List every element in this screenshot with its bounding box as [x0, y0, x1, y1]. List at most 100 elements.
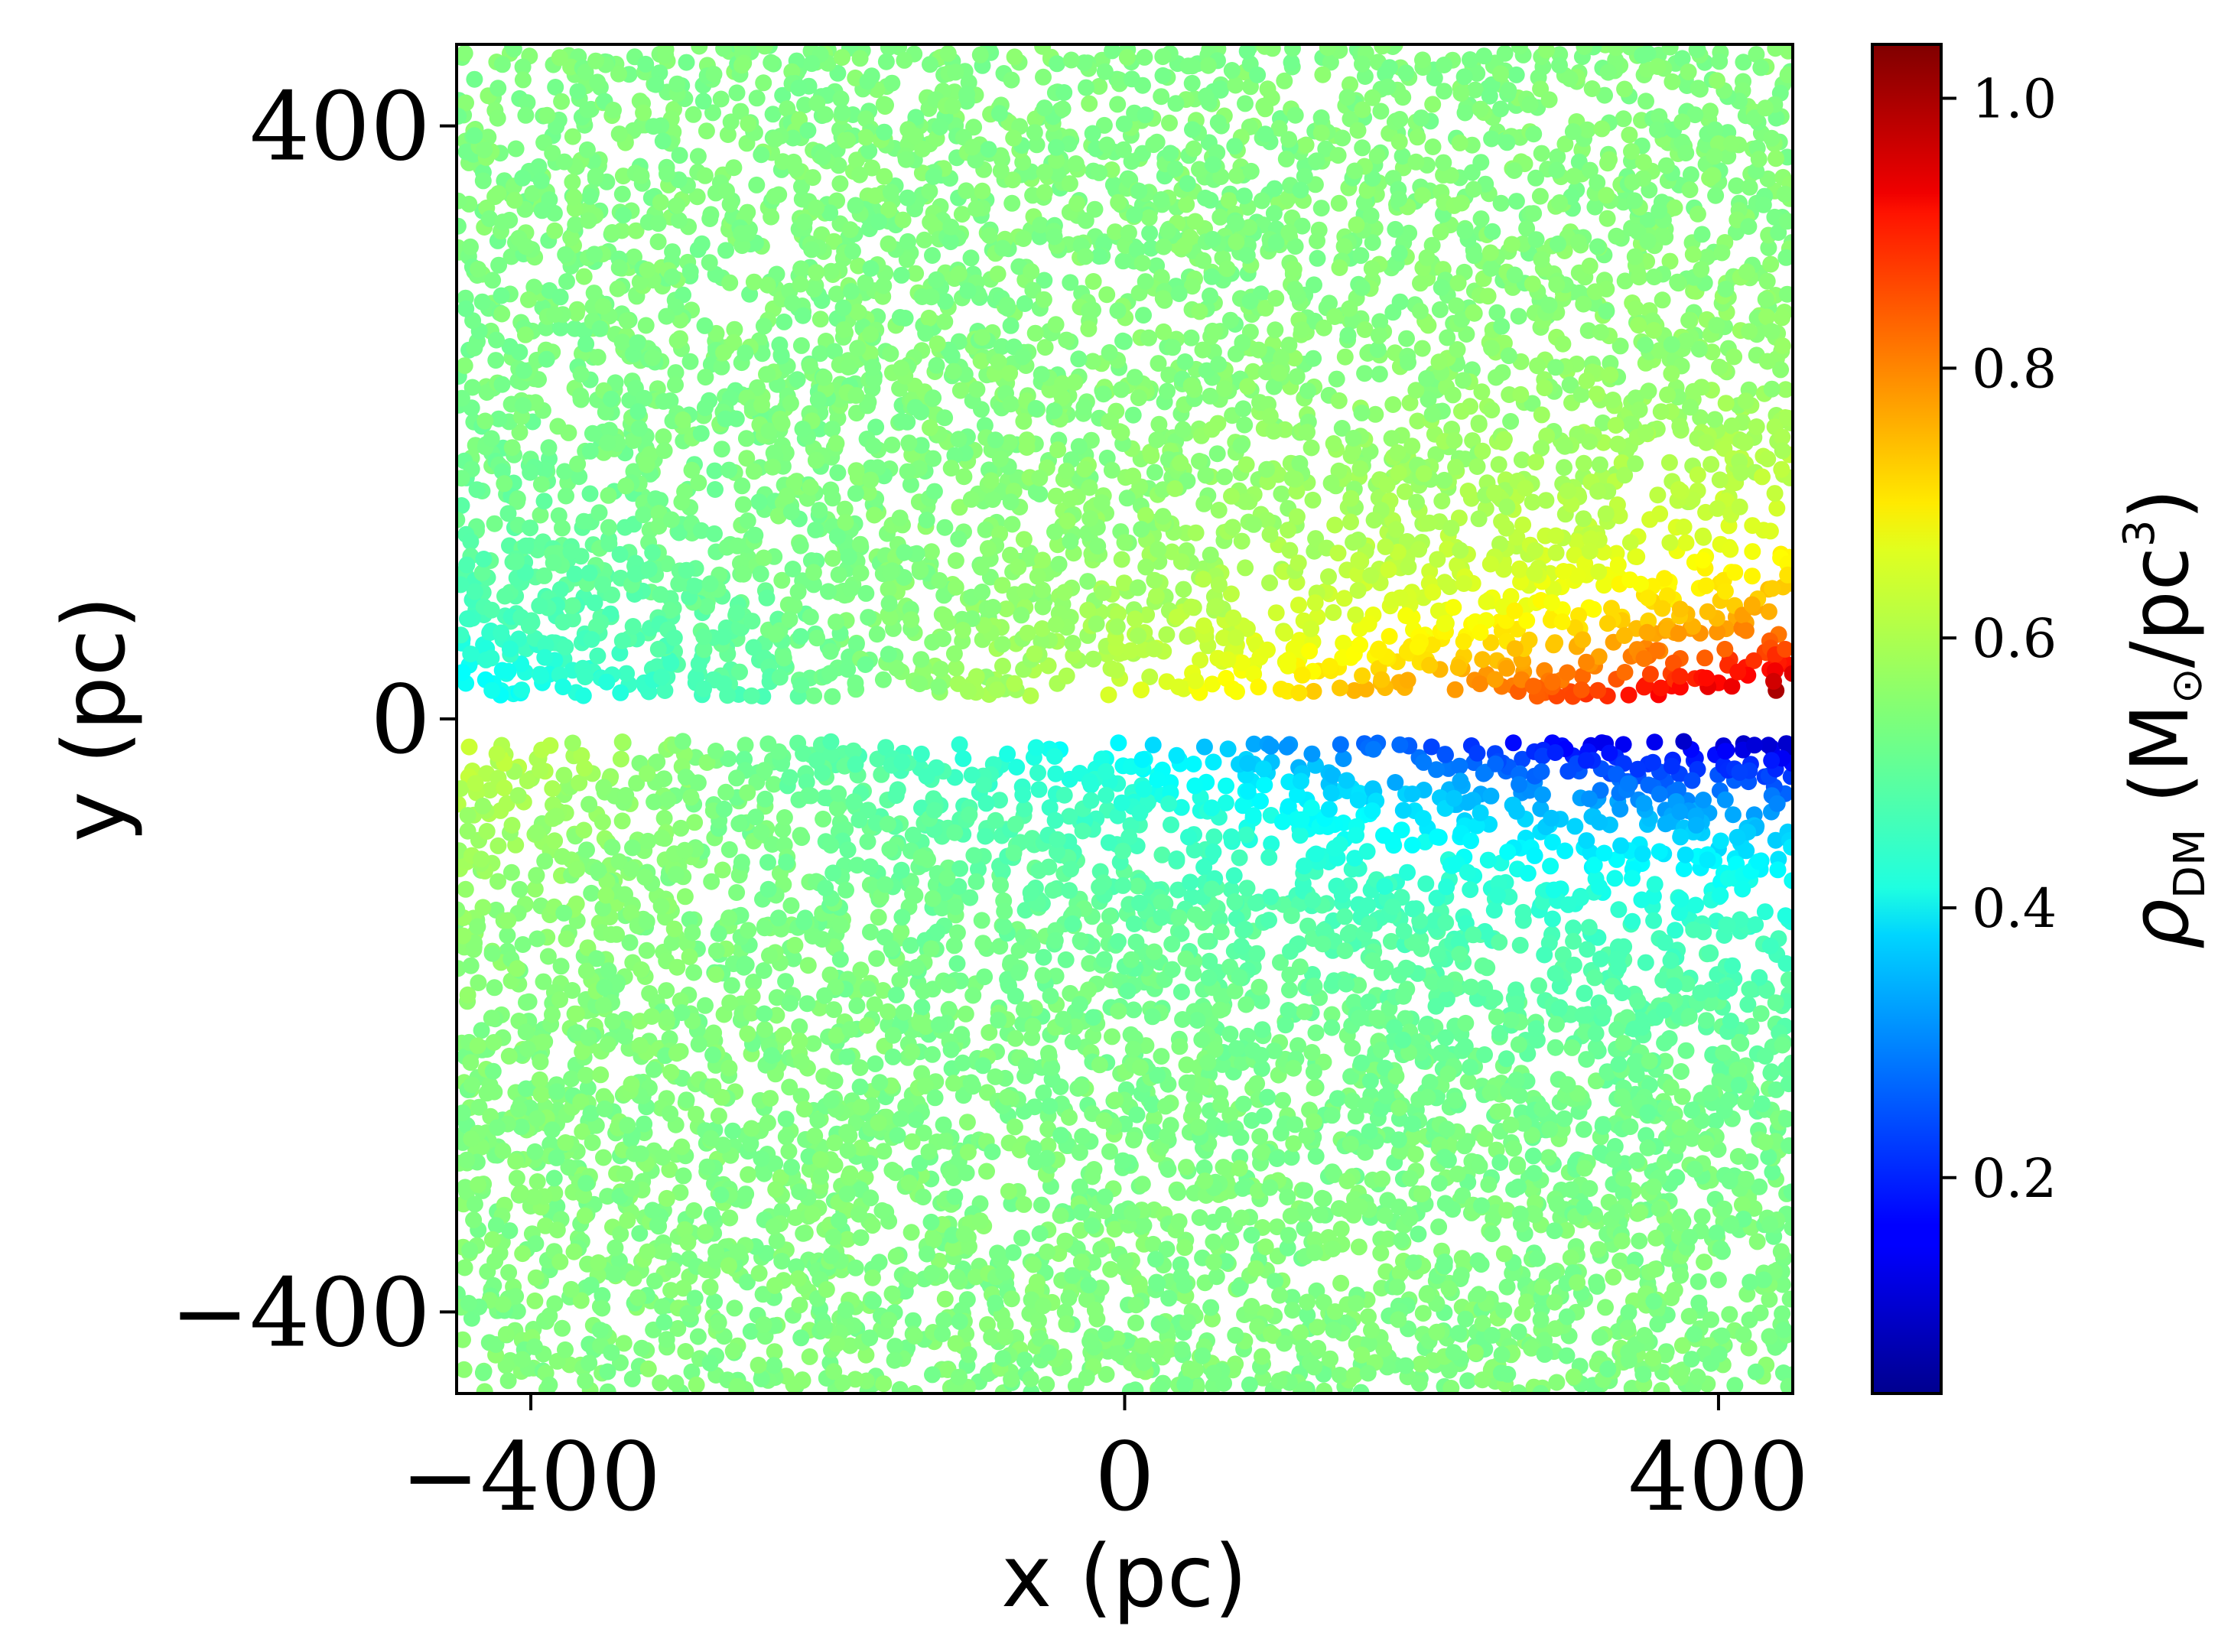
scatter-point [1341, 300, 1358, 317]
scatter-point [658, 1189, 675, 1207]
scatter-point [457, 576, 470, 593]
scatter-point [904, 1312, 922, 1329]
scatter-point [1781, 1137, 1793, 1154]
scatter-point [655, 809, 673, 827]
scatter-point [496, 587, 513, 605]
scatter-point [557, 1341, 574, 1358]
scatter-point [712, 90, 730, 108]
scatter-point [1364, 234, 1381, 252]
scatter-point [766, 1276, 783, 1294]
scatter-point [1172, 984, 1190, 1000]
scatter-point [624, 839, 641, 857]
scatter-point [801, 1348, 818, 1365]
scatter-point [706, 1293, 724, 1310]
scatter-point [710, 1314, 727, 1332]
scatter-point [950, 530, 968, 548]
scatter-point [1468, 64, 1486, 82]
scatter-point [1465, 247, 1483, 265]
scatter-point [974, 935, 992, 952]
scatter-point [775, 649, 792, 667]
scatter-point [1492, 194, 1510, 212]
scatter-point [1072, 1078, 1090, 1095]
scatter-point [726, 320, 743, 338]
scatter-point [1329, 1090, 1346, 1107]
scatter-point [1170, 678, 1187, 696]
scatter-point [501, 537, 518, 554]
scatter-point [539, 948, 557, 965]
scatter-point [1723, 678, 1741, 695]
scatter-point [1336, 348, 1354, 366]
scatter-point [1637, 1127, 1655, 1144]
scatter-point [1039, 1137, 1057, 1154]
scatter-point [852, 564, 870, 582]
scatter-point [1605, 1268, 1622, 1286]
scatter-point [1195, 738, 1213, 756]
scatter-point [1579, 941, 1596, 958]
scatter-point [811, 502, 828, 519]
scatter-point [1222, 585, 1240, 603]
scatter-point [1772, 1243, 1790, 1260]
scatter-point [876, 167, 893, 185]
scatter-point [646, 1273, 663, 1289]
scatter-point [1267, 321, 1284, 339]
scatter-point [1455, 68, 1473, 86]
scatter-point [457, 780, 470, 798]
scatter-point [517, 1080, 535, 1098]
scatter-point [558, 273, 575, 290]
scatter-point [1284, 1302, 1301, 1319]
scatter-point [887, 986, 905, 1003]
scatter-point [1273, 485, 1290, 502]
scatter-point [764, 106, 782, 123]
scatter-point [724, 1342, 742, 1360]
scatter-point [1185, 841, 1203, 859]
scatter-point [1146, 463, 1163, 481]
scatter-point [1153, 88, 1170, 106]
scatter-point [1594, 1117, 1611, 1135]
scatter-point [615, 1335, 633, 1352]
scatter-point [858, 1016, 876, 1034]
scatter-point [457, 1361, 473, 1378]
scatter-point [1225, 867, 1243, 884]
scatter-point [1540, 1149, 1557, 1166]
scatter-point [1452, 1267, 1470, 1284]
scatter-point [1079, 573, 1097, 590]
scatter-point [511, 424, 528, 441]
scatter-point [1002, 317, 1020, 334]
scatter-point [1196, 189, 1214, 206]
scatter-point [1234, 1179, 1251, 1197]
scatter-point [745, 639, 763, 656]
scatter-point [1022, 687, 1039, 704]
scatter-point [868, 950, 886, 967]
scatter-point [600, 486, 617, 504]
scatter-point [1654, 291, 1671, 309]
scatter-point [1496, 44, 1514, 62]
scatter-point [1356, 365, 1374, 382]
scatter-point [1433, 493, 1451, 510]
scatter-point [1290, 597, 1307, 614]
scatter-point [1589, 238, 1606, 255]
scatter-point [1752, 1005, 1770, 1023]
scatter-point [1124, 406, 1142, 424]
scatter-point [1238, 880, 1256, 897]
scatter-point [774, 86, 792, 104]
scatter-point [973, 912, 990, 929]
scatter-point [1263, 835, 1280, 853]
scatter-point [759, 854, 776, 871]
scatter-point [1352, 247, 1370, 265]
scatter-point [1062, 984, 1079, 1002]
scatter-point [721, 1209, 739, 1227]
scatter-point [1092, 1241, 1110, 1258]
scatter-point [1490, 456, 1507, 473]
scatter-point [1292, 1324, 1309, 1341]
scatter-point [968, 668, 985, 685]
scatter-point [1127, 1314, 1144, 1332]
scatter-point [837, 881, 854, 899]
scatter-point [1332, 1274, 1350, 1292]
scatter-point [681, 353, 699, 370]
scatter-point [1281, 981, 1298, 999]
scatter-point [541, 1307, 558, 1325]
scatter-point [857, 1346, 875, 1364]
scatter-point [1663, 1289, 1680, 1306]
scatter-point [1035, 1085, 1052, 1101]
scatter-point [707, 481, 724, 498]
